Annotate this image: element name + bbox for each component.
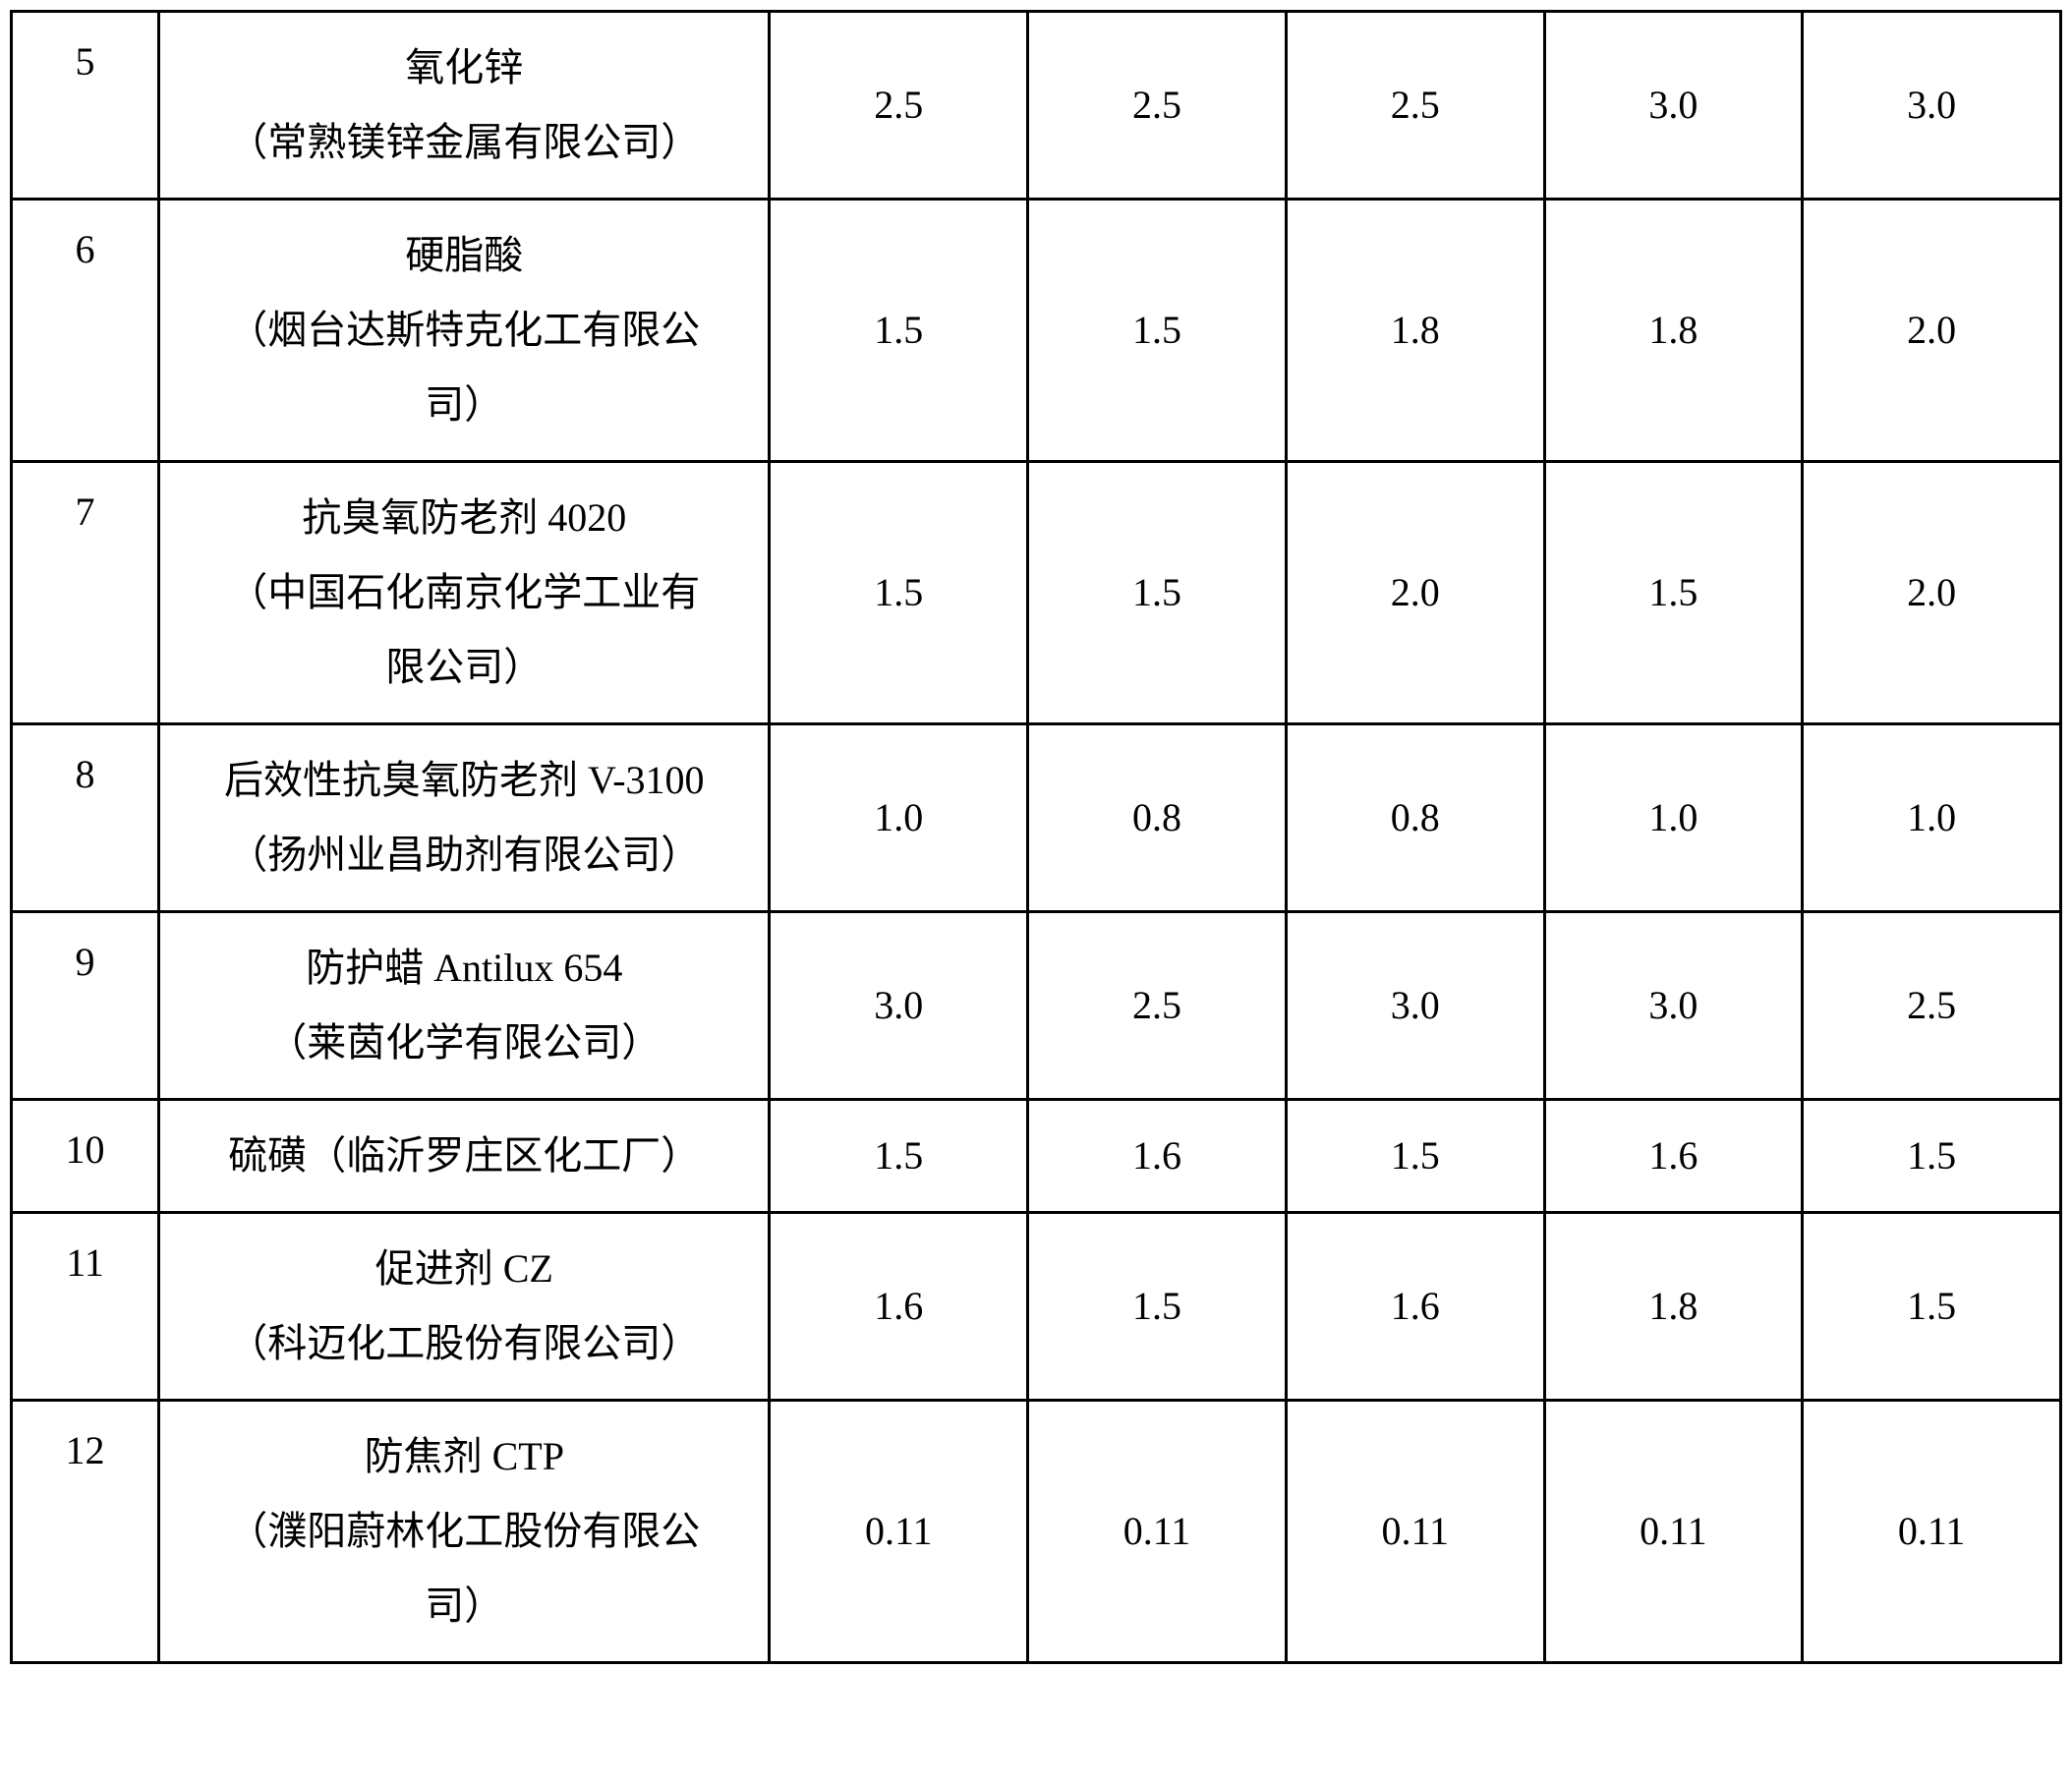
description-line: 限公司） — [385, 645, 543, 689]
row-description: 防焦剂 CTP （濮阳蔚林化工股份有限公司） — [159, 1401, 770, 1663]
value-cell: 3.0 — [770, 912, 1028, 1100]
table-row: 12防焦剂 CTP（濮阳蔚林化工股份有限公司）0.110.110.110.110… — [12, 1401, 2061, 1663]
row-index: 8 — [12, 724, 159, 912]
table-row: 7抗臭氧防老剂 4020（中国石化南京化学工业有限公司）1.51.52.01.5… — [12, 462, 2061, 724]
table-body: 5氧化锌（常熟镁锌金属有限公司）2.52.52.53.03.06硬脂酸（烟台达斯… — [12, 12, 2061, 1663]
row-index: 9 — [12, 912, 159, 1100]
value-cell: 1.5 — [770, 462, 1028, 724]
description-line: （莱茵化学有限公司） — [267, 1020, 661, 1065]
value-cell: 1.5 — [1544, 462, 1803, 724]
description-line: 后效性抗臭氧防老剂 V-3100 — [224, 758, 705, 802]
description-line: 氧化锌 — [405, 45, 523, 89]
value-cell: 1.8 — [1544, 1213, 1803, 1401]
value-cell: 1.5 — [1803, 1100, 2061, 1213]
value-cell: 0.11 — [1803, 1401, 2061, 1663]
table-row: 8后效性抗臭氧防老剂 V-3100（扬州业昌助剂有限公司）1.00.80.81.… — [12, 724, 2061, 912]
value-cell: 0.11 — [1286, 1401, 1544, 1663]
value-cell: 1.0 — [1544, 724, 1803, 912]
table-row: 10硫磺（临沂罗庄区化工厂）1.51.61.51.61.5 — [12, 1100, 2061, 1213]
value-cell: 2.5 — [1028, 912, 1287, 1100]
value-cell: 1.5 — [770, 200, 1028, 462]
table-row: 9防护蜡 Antilux 654（莱茵化学有限公司）3.02.53.03.02.… — [12, 912, 2061, 1100]
value-cell: 3.0 — [1544, 912, 1803, 1100]
value-cell: 2.5 — [1028, 12, 1287, 200]
value-cell: 2.0 — [1286, 462, 1544, 724]
row-index: 12 — [12, 1401, 159, 1663]
value-cell: 0.8 — [1286, 724, 1544, 912]
description-line: 硬脂酸 — [405, 233, 523, 277]
value-cell: 0.8 — [1028, 724, 1287, 912]
description-line: （濮阳蔚林化工股份有限公 — [228, 1509, 700, 1553]
row-index: 7 — [12, 462, 159, 724]
row-index: 6 — [12, 200, 159, 462]
value-cell: 0.11 — [770, 1401, 1028, 1663]
value-cell: 2.0 — [1803, 462, 2061, 724]
description-line: 司） — [425, 382, 503, 427]
value-cell: 1.5 — [770, 1100, 1028, 1213]
row-description: 抗臭氧防老剂 4020 （中国石化南京化学工业有限公司） — [159, 462, 770, 724]
value-cell: 2.5 — [1286, 12, 1544, 200]
table-row: 5氧化锌（常熟镁锌金属有限公司）2.52.52.53.03.0 — [12, 12, 2061, 200]
description-line: （常熟镁锌金属有限公司） — [228, 120, 700, 164]
description-line: 促进剂 CZ — [375, 1246, 553, 1291]
row-index: 5 — [12, 12, 159, 200]
value-cell: 3.0 — [1544, 12, 1803, 200]
description-line: （科迈化工股份有限公司） — [228, 1321, 700, 1365]
value-cell: 1.6 — [1028, 1100, 1287, 1213]
value-cell: 1.6 — [770, 1213, 1028, 1401]
row-description: 防护蜡 Antilux 654 （莱茵化学有限公司） — [159, 912, 770, 1100]
value-cell: 1.8 — [1544, 200, 1803, 462]
row-description: 促进剂 CZ （科迈化工股份有限公司） — [159, 1213, 770, 1401]
value-cell: 0.11 — [1544, 1401, 1803, 1663]
description-line: （中国石化南京化学工业有 — [228, 570, 700, 614]
value-cell: 3.0 — [1286, 912, 1544, 1100]
table-row: 6硬脂酸（烟台达斯特克化工有限公司）1.51.51.81.82.0 — [12, 200, 2061, 462]
description-line: 防护蜡 Antilux 654 — [306, 946, 622, 990]
description-line: 防焦剂 CTP — [365, 1434, 564, 1478]
value-cell: 1.5 — [1028, 1213, 1287, 1401]
value-cell: 2.5 — [770, 12, 1028, 200]
row-description: 氧化锌 （常熟镁锌金属有限公司） — [159, 12, 770, 200]
row-index: 10 — [12, 1100, 159, 1213]
description-line: 司） — [425, 1583, 503, 1628]
description-line: （烟台达斯特克化工有限公 — [228, 308, 700, 352]
value-cell: 1.5 — [1028, 462, 1287, 724]
value-cell: 1.0 — [1803, 724, 2061, 912]
row-description: 后效性抗臭氧防老剂 V-3100 （扬州业昌助剂有限公司） — [159, 724, 770, 912]
row-description: 硬脂酸 （烟台达斯特克化工有限公司） — [159, 200, 770, 462]
value-cell: 1.5 — [1286, 1100, 1544, 1213]
description-line: 抗臭氧防老剂 4020 — [302, 495, 626, 540]
value-cell: 2.5 — [1803, 912, 2061, 1100]
value-cell: 1.6 — [1544, 1100, 1803, 1213]
row-description: 硫磺（临沂罗庄区化工厂） — [159, 1100, 770, 1213]
value-cell: 1.8 — [1286, 200, 1544, 462]
formulation-table: 5氧化锌（常熟镁锌金属有限公司）2.52.52.53.03.06硬脂酸（烟台达斯… — [10, 10, 2062, 1664]
value-cell: 2.0 — [1803, 200, 2061, 462]
description-line: 硫磺（临沂罗庄区化工厂） — [228, 1133, 700, 1178]
value-cell: 1.0 — [770, 724, 1028, 912]
value-cell: 1.5 — [1028, 200, 1287, 462]
description-line: （扬州业昌助剂有限公司） — [228, 833, 700, 877]
row-index: 11 — [12, 1213, 159, 1401]
table-row: 11促进剂 CZ（科迈化工股份有限公司）1.61.51.61.81.5 — [12, 1213, 2061, 1401]
value-cell: 1.5 — [1803, 1213, 2061, 1401]
value-cell: 0.11 — [1028, 1401, 1287, 1663]
value-cell: 3.0 — [1803, 12, 2061, 200]
value-cell: 1.6 — [1286, 1213, 1544, 1401]
